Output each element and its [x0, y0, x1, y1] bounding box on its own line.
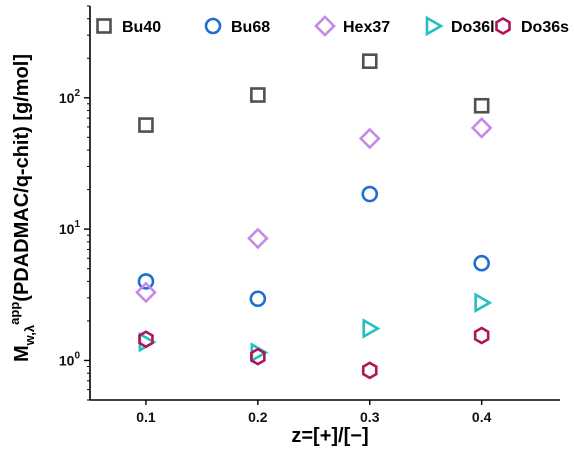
data-point: [135, 281, 157, 304]
x-tick-label: 0.2: [248, 409, 268, 425]
legend-item: Hex37: [314, 15, 390, 37]
legend-marker: [425, 15, 444, 37]
series-bu40: [138, 53, 490, 133]
legend-label: Hex37: [343, 19, 390, 36]
legend-marker: [204, 17, 222, 35]
data-point: [137, 273, 155, 290]
series-do36l: [138, 292, 493, 363]
data-point: [473, 326, 490, 345]
data-point: [473, 254, 490, 272]
legend-item: Do36s: [495, 16, 569, 36]
x-axis-ticks: 0.1 0.2 0.3 0.4: [136, 400, 492, 425]
x-tick-label: 0.1: [136, 409, 156, 425]
legend-label: Bu40: [122, 19, 161, 36]
data-points: [135, 53, 493, 380]
legend-item: Bu68: [204, 17, 270, 36]
x-axis-label: z=[+]/[−]: [291, 425, 368, 447]
data-point: [361, 361, 378, 380]
legend-item: Do36l: [425, 15, 495, 37]
series-do36s: [138, 326, 490, 380]
legend-label: Do36s: [521, 19, 569, 36]
legend-marker: [314, 15, 336, 37]
data-point: [250, 87, 266, 103]
series-bu68: [137, 185, 490, 308]
data-point: [247, 227, 269, 250]
y-tick-label: 101: [59, 219, 81, 237]
legend: Bu40 Bu68 Hex37 Do36l Do36s: [96, 15, 569, 37]
legend-marker: [495, 16, 511, 36]
data-point: [473, 97, 490, 114]
y-tick-label: 102: [59, 88, 81, 106]
x-tick-label: 0.3: [360, 409, 380, 425]
data-point: [362, 318, 381, 339]
x-tick-label: 0.4: [472, 409, 492, 425]
y-axis-label: Mw,λapp(PDADMAC/q-chit) [g/mol]: [7, 54, 37, 362]
series-hex37: [135, 117, 493, 304]
axes: [89, 6, 560, 401]
data-point: [249, 290, 267, 308]
y-axis-ticks: 100 101 102: [59, 5, 90, 401]
data-point: [250, 347, 266, 366]
legend-label: Do36l: [451, 19, 495, 36]
data-point: [361, 53, 378, 69]
data-point: [470, 117, 493, 139]
data-point: [138, 330, 154, 349]
data-point: [138, 117, 154, 133]
legend-marker: [96, 18, 112, 34]
data-point: [358, 127, 381, 150]
legend-label: Bu68: [231, 19, 270, 36]
data-point: [474, 292, 493, 314]
data-point: [361, 185, 379, 203]
legend-item: Bu40: [96, 18, 161, 36]
y-tick-label: 100: [59, 350, 81, 368]
